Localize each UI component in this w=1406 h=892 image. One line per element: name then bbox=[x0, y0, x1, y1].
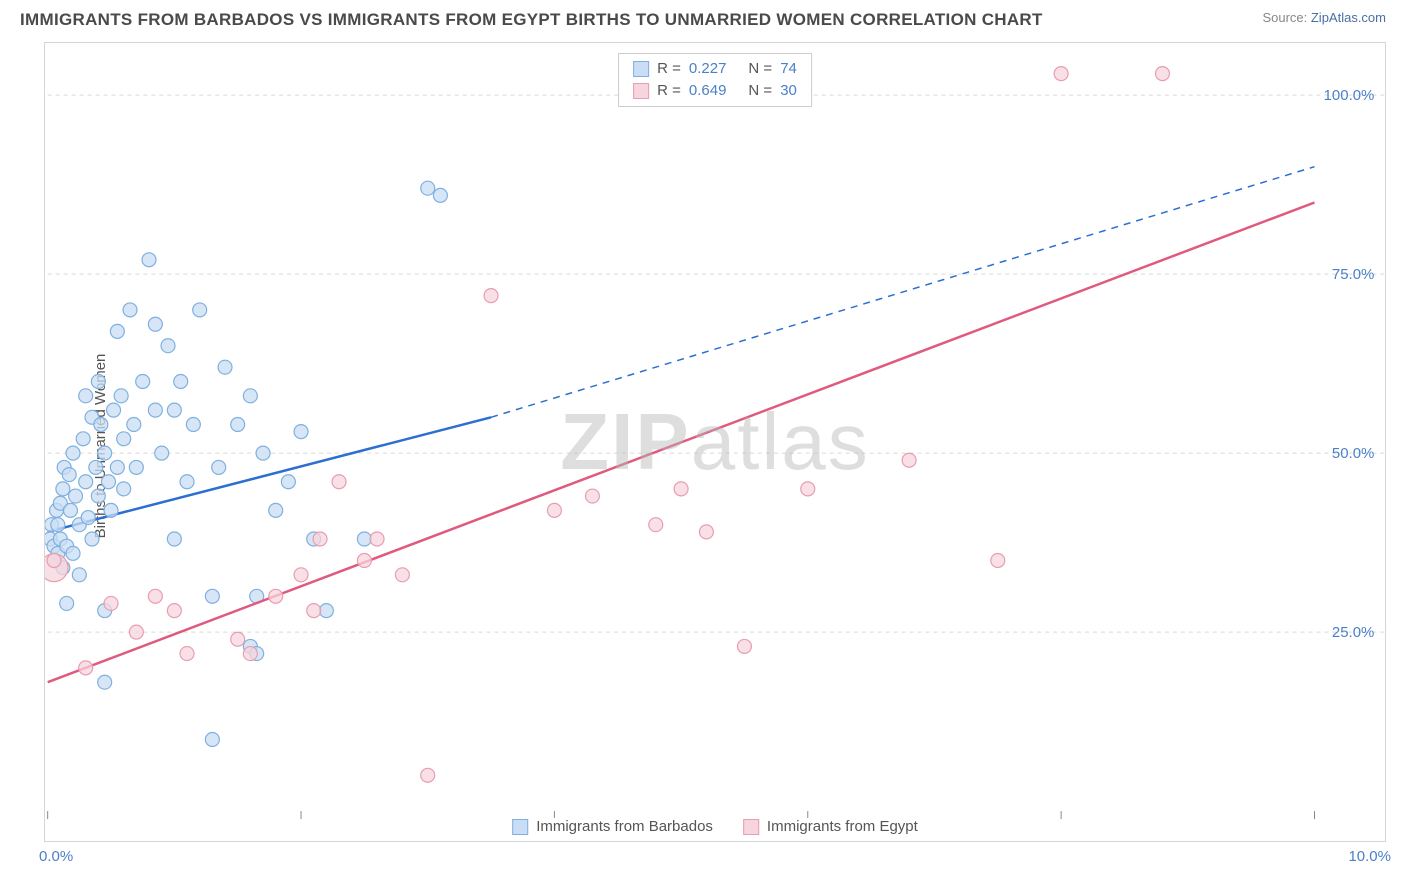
x-min-label: 0.0% bbox=[39, 848, 73, 865]
chart-title: IMMIGRANTS FROM BARBADOS VS IMMIGRANTS F… bbox=[20, 10, 1043, 30]
chart-container: ZIPatlas 25.0%50.0%75.0%100.0% R = 0.227… bbox=[44, 42, 1386, 842]
legend-r-label: R = bbox=[657, 58, 681, 80]
correlation-legend: R = 0.227 N = 74 R = 0.649 N = 30 bbox=[618, 53, 812, 107]
legend-swatch bbox=[633, 61, 649, 77]
series-legend: Immigrants from Barbados Immigrants from… bbox=[502, 818, 928, 835]
legend-n-label: N = bbox=[748, 80, 772, 102]
series-name: Immigrants from Barbados bbox=[536, 818, 713, 835]
legend-r-label: R = bbox=[657, 80, 681, 102]
scatter-plot: 25.0% 50.0% 75.0% 100.0% bbox=[45, 43, 1385, 841]
legend-n-label: N = bbox=[748, 58, 772, 80]
legend-n-value: 74 bbox=[780, 58, 797, 80]
legend-n-value: 30 bbox=[780, 80, 797, 102]
legend-r-value: 0.649 bbox=[689, 80, 727, 102]
series-legend-item: Immigrants from Egypt bbox=[743, 818, 918, 835]
legend-swatch bbox=[633, 83, 649, 99]
svg-text:75.0%: 75.0% bbox=[1332, 266, 1374, 283]
svg-text:100.0%: 100.0% bbox=[1324, 87, 1375, 104]
svg-text:50.0%: 50.0% bbox=[1332, 445, 1374, 462]
source-link[interactable]: ZipAtlas.com bbox=[1311, 10, 1386, 25]
series-legend-item: Immigrants from Barbados bbox=[512, 818, 713, 835]
legend-swatch bbox=[512, 819, 528, 835]
x-max-label: 10.0% bbox=[1348, 848, 1391, 865]
legend-swatch bbox=[743, 819, 759, 835]
legend-r-value: 0.227 bbox=[689, 58, 727, 80]
source-prefix: Source: bbox=[1262, 10, 1310, 25]
legend-row: R = 0.227 N = 74 bbox=[633, 58, 797, 80]
svg-text:25.0%: 25.0% bbox=[1332, 624, 1374, 641]
series-name: Immigrants from Egypt bbox=[767, 818, 918, 835]
legend-row: R = 0.649 N = 30 bbox=[633, 80, 797, 102]
source-attribution: Source: ZipAtlas.com bbox=[1262, 10, 1386, 25]
